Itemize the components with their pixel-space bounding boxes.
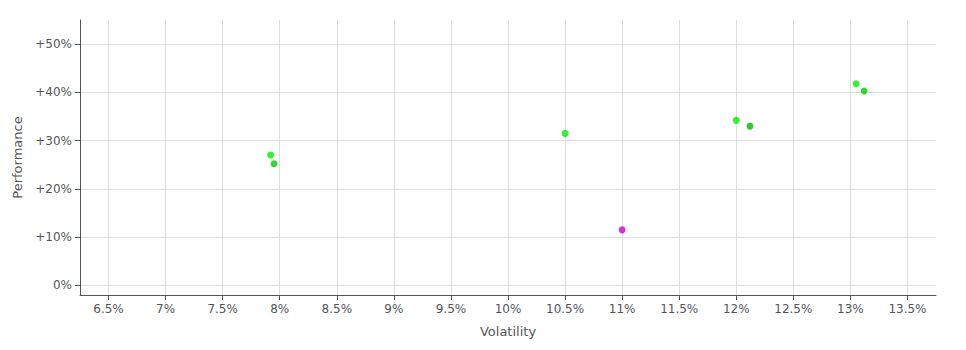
svg-text:Volatility: Volatility	[480, 324, 536, 339]
svg-text:13.5%: 13.5%	[888, 302, 926, 316]
svg-text:+40%: +40%	[35, 85, 72, 99]
svg-text:11.5%: 11.5%	[660, 302, 698, 316]
svg-text:+50%: +50%	[35, 37, 72, 51]
svg-text:9.5%: 9.5%	[436, 302, 467, 316]
svg-text:8.5%: 8.5%	[322, 302, 353, 316]
svg-text:0%: 0%	[53, 278, 72, 292]
svg-text:+30%: +30%	[35, 134, 72, 148]
svg-text:12.5%: 12.5%	[774, 302, 812, 316]
svg-text:13%: 13%	[837, 302, 864, 316]
svg-text:8%: 8%	[270, 302, 289, 316]
svg-text:6.5%: 6.5%	[93, 302, 124, 316]
svg-text:+10%: +10%	[35, 230, 72, 244]
svg-text:9%: 9%	[384, 302, 403, 316]
svg-text:7%: 7%	[156, 302, 175, 316]
svg-text:Performance: Performance	[10, 116, 25, 198]
svg-text:7.5%: 7.5%	[207, 302, 238, 316]
svg-text:11%: 11%	[609, 302, 636, 316]
svg-text:10.5%: 10.5%	[546, 302, 584, 316]
svg-text:10%: 10%	[495, 302, 522, 316]
svg-text:+20%: +20%	[35, 182, 72, 196]
svg-text:12%: 12%	[723, 302, 750, 316]
